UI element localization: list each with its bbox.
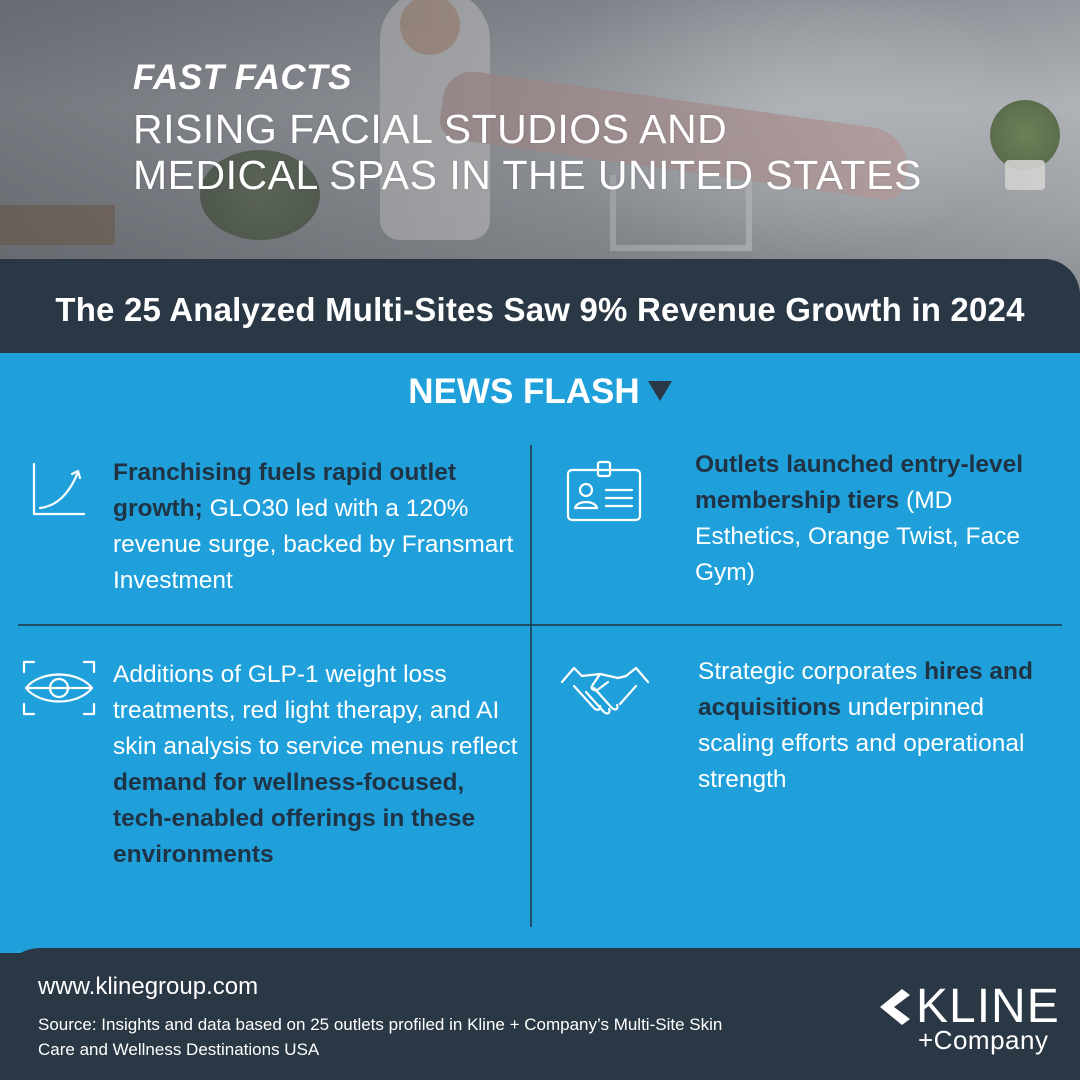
fact-4-bold: hires and acquisitions	[698, 658, 1033, 721]
news-flash-heading: NEWS FLASH	[0, 372, 1080, 412]
title-band	[0, 259, 1080, 359]
headline-line-1: RISING FACIAL STUDIOS AND	[133, 106, 728, 152]
band-title: The 25 Analyzed Multi-Sites Saw 9% Reven…	[55, 291, 1025, 328]
fact-2-bold: Outlets launched entry-level membership …	[695, 451, 1024, 514]
news-panel	[0, 353, 1080, 953]
hero-photo	[0, 0, 1080, 300]
fact-1-bold: Franchising fuels rapid outlet growth;	[113, 459, 457, 522]
fact-2: Outlets launched entry-level membership …	[695, 447, 1045, 591]
vertical-divider	[530, 445, 532, 927]
fact-4-text-after: underpinned scaling efforts and operatio…	[698, 694, 1025, 793]
eye-scan-icon	[22, 660, 96, 716]
headline: RISING FACIAL STUDIOS AND MEDICAL SPAS I…	[133, 106, 922, 198]
fact-1: Franchising fuels rapid outlet growth; G…	[113, 455, 523, 599]
news-flash-label: NEWS FLASH	[408, 372, 640, 411]
headline-line-2: MEDICAL SPAS IN THE UNITED STATES	[133, 152, 922, 198]
fact-1-text: GLO30 led with a 120% revenue surge, bac…	[113, 495, 514, 594]
logo-company: +Company	[918, 1025, 1049, 1055]
logo-name: KLINE	[916, 980, 1060, 1033]
growth-chart-icon	[30, 462, 86, 518]
horizontal-divider	[18, 624, 1062, 626]
website-link[interactable]: www.klinegroup.com	[38, 973, 259, 1000]
source-note: Source: Insights and data based on 25 ou…	[38, 1015, 723, 1059]
handshake-icon	[560, 664, 650, 722]
fact-2-text: (MD Esthetics, Orange Twist, Face Gym)	[695, 487, 1020, 586]
hero-text: FAST FACTS RISING FACIAL STUDIOS AND MED…	[133, 58, 922, 198]
fact-3-text: Additions of GLP-1 weight loss treatment…	[113, 661, 518, 760]
kline-logo: KLINE +Company	[878, 980, 1068, 1060]
fact-4: Strategic corporates hires and acquisiti…	[698, 654, 1048, 798]
triangle-down-icon	[647, 380, 672, 401]
fact-3: Additions of GLP-1 weight loss treatment…	[113, 657, 523, 873]
kicker: FAST FACTS	[133, 58, 352, 97]
id-card-icon	[566, 460, 642, 522]
kline-chevron-icon	[880, 989, 910, 1025]
fact-3-bold: demand for wellness-focused, tech-enable…	[113, 769, 476, 868]
fact-4-text-before: Strategic corporates	[698, 658, 925, 685]
